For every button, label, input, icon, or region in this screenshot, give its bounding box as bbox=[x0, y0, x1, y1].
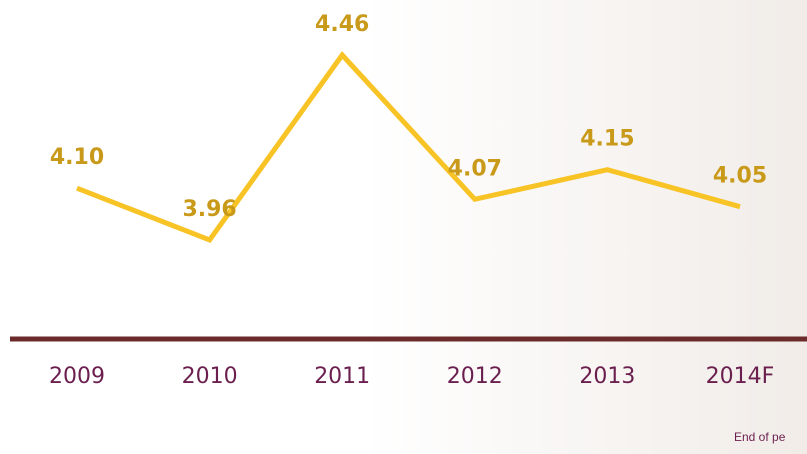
x-tick-label: 2010 bbox=[182, 364, 238, 389]
value-label: 4.10 bbox=[50, 145, 104, 170]
value-label: 4.46 bbox=[315, 12, 369, 37]
line bbox=[76, 51, 741, 244]
x-tick-label: 2013 bbox=[579, 364, 635, 389]
value-label: 4.15 bbox=[580, 127, 634, 152]
footnote: End of pe bbox=[734, 430, 786, 444]
x-tick-label: 2009 bbox=[49, 364, 105, 389]
value-label: 3.96 bbox=[182, 197, 236, 222]
value-label: 4.05 bbox=[713, 164, 767, 189]
x-tick-label: 2012 bbox=[447, 364, 503, 389]
x-tick-label: 2014F bbox=[706, 364, 775, 389]
value-label: 4.07 bbox=[448, 156, 502, 181]
x-tick-label: 2011 bbox=[314, 364, 370, 389]
